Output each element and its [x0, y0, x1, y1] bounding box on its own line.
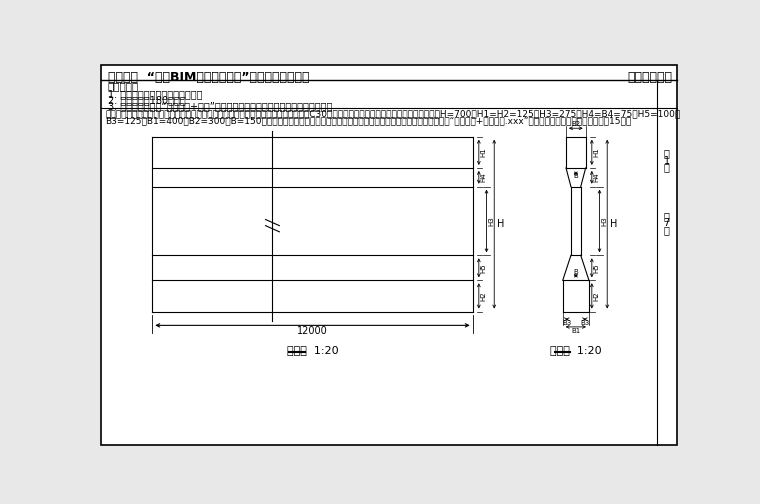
Text: 2. 考试时间：180分钟；: 2. 考试时间：180分钟； — [108, 95, 185, 105]
Text: 12000: 12000 — [297, 326, 328, 336]
Text: 考试要求：: 考试要求： — [108, 81, 139, 91]
Text: 页: 页 — [663, 162, 670, 172]
Text: 中国图学学会: 中国图学学会 — [628, 71, 673, 84]
Text: 共: 共 — [663, 211, 670, 221]
Text: H2: H2 — [480, 291, 486, 301]
Text: 1: 1 — [663, 156, 670, 166]
Text: H2: H2 — [594, 291, 600, 301]
Text: 页: 页 — [663, 225, 670, 235]
Text: 第十二期  “全国BIM技能等级考试”二级（结构）试题: 第十二期 “全国BIM技能等级考试”二级（结构）试题 — [108, 71, 309, 84]
Text: B2: B2 — [572, 121, 581, 128]
Text: H4: H4 — [594, 172, 600, 182]
Text: H5: H5 — [480, 263, 486, 273]
Text: H1: H1 — [594, 148, 600, 157]
Text: H5: H5 — [594, 263, 600, 273]
Text: B1: B1 — [572, 328, 581, 334]
Text: 一、根据如下混凝土梁正视图与侧视图，建立混凝土梁构件参数化模板，混凝土强度取C30，并如图设置相应参数名称，各参数默认值为：H=700，H1=H2=125，H3: 一、根据如下混凝土梁正视图与侧视图，建立混凝土梁构件参数化模板，混凝土强度取C3… — [106, 110, 681, 119]
Text: 3. 新建文件夹，以“准考证号+姓名”命名，用于存放本次考试中生成的全部文件。: 3. 新建文件夹，以“准考证号+姓名”命名，用于存放本次考试中生成的全部文件。 — [108, 101, 332, 111]
Text: B3: B3 — [580, 320, 590, 326]
Text: B: B — [574, 173, 578, 179]
Text: B3: B3 — [562, 320, 572, 326]
Text: H3: H3 — [488, 216, 494, 226]
Text: H4: H4 — [480, 172, 486, 182]
Text: 正视图  1:20: 正视图 1:20 — [287, 345, 338, 355]
Text: B3=125，B1=400，B2=300，B=150，同时应对各参数进行约束，确保细部参数总和等于总体尺寸参数，请将模型以“混凝土梁+考生姓名.xxx”为文件名: B3=125，B1=400，B2=300，B=150，同时应对各参数进行约束，确… — [106, 117, 632, 125]
Text: H: H — [497, 219, 505, 229]
Text: 侧视图  1:20: 侧视图 1:20 — [550, 345, 602, 355]
Text: H3: H3 — [601, 216, 607, 226]
Text: 7: 7 — [663, 218, 670, 228]
Text: 1. 考试方式：计算机操作、闭卷；: 1. 考试方式：计算机操作、闭卷； — [108, 89, 202, 99]
Text: H: H — [610, 219, 618, 229]
Text: H1: H1 — [480, 148, 486, 157]
Text: B: B — [574, 269, 578, 275]
Text: 第: 第 — [663, 149, 670, 159]
